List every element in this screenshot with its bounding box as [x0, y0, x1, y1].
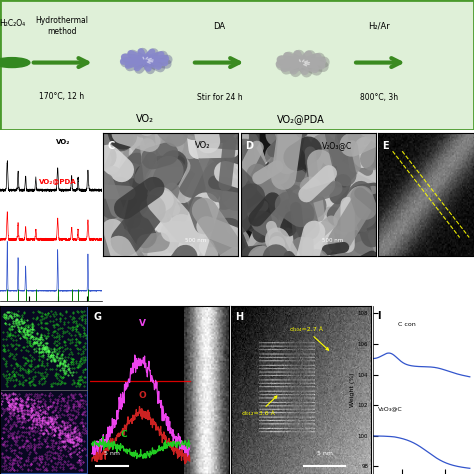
Text: 5 nm: 5 nm: [104, 452, 120, 456]
Text: VO₂@PDA: VO₂@PDA: [39, 178, 76, 184]
Bar: [300, 137, 373, 155]
Text: V: V: [139, 319, 146, 328]
Text: H₂C₂O₄: H₂C₂O₄: [0, 19, 26, 28]
Text: VO₂: VO₂: [136, 114, 154, 124]
Text: C con: C con: [398, 322, 416, 327]
Text: VO₂: VO₂: [56, 139, 71, 146]
Bar: [311, 245, 354, 249]
Text: I: I: [377, 311, 381, 321]
Y-axis label: Weight (%): Weight (%): [350, 373, 355, 407]
Bar: [173, 245, 217, 249]
Text: 170°C, 12 h: 170°C, 12 h: [39, 92, 84, 101]
Text: V₂O₃@C: V₂O₃@C: [321, 141, 352, 150]
Bar: [171, 137, 234, 155]
Text: 500 nm: 500 nm: [184, 238, 206, 243]
Text: O: O: [138, 391, 146, 400]
Text: VO₂: VO₂: [195, 141, 210, 150]
Text: V₂O₃@C: V₂O₃@C: [378, 406, 403, 411]
Text: d₁₀₄=2.7 Å: d₁₀₄=2.7 Å: [290, 327, 328, 350]
Text: 5 nm: 5 nm: [317, 452, 333, 456]
Text: E: E: [382, 141, 389, 151]
Circle shape: [0, 58, 30, 67]
Text: C: C: [108, 141, 115, 151]
Text: H: H: [235, 312, 243, 322]
Text: G: G: [93, 312, 101, 322]
Text: 500 nm: 500 nm: [322, 238, 343, 243]
Text: DA: DA: [213, 22, 226, 30]
Text: D: D: [245, 141, 253, 151]
Text: VO₂@PDA: VO₂@PDA: [277, 114, 325, 124]
Text: d₀₁₂=3.6 Å: d₀₁₂=3.6 Å: [242, 396, 277, 416]
Text: Stir for 24 h: Stir for 24 h: [197, 93, 242, 102]
Text: 800°C, 3h: 800°C, 3h: [360, 93, 398, 102]
Text: C: C: [121, 430, 128, 439]
Text: H₂/Ar: H₂/Ar: [368, 22, 390, 30]
Text: Hydrothermal
method: Hydrothermal method: [35, 16, 88, 36]
